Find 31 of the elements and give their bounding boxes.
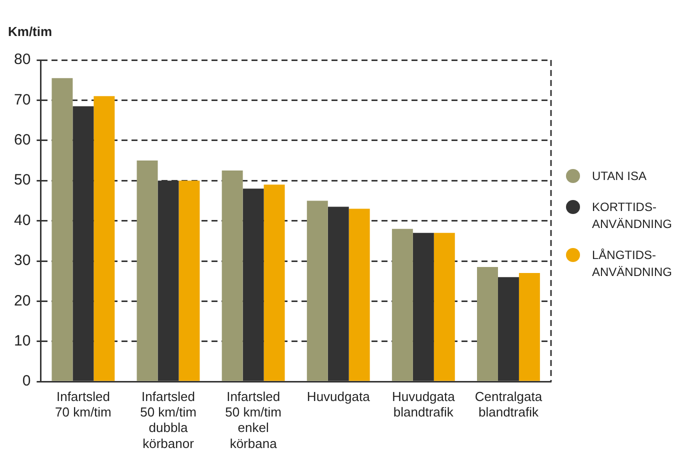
y-tick-label: 0 xyxy=(22,372,31,390)
bar xyxy=(518,273,540,381)
y-tick-label: 40 xyxy=(14,212,31,229)
y-tick-label: 80 xyxy=(14,51,31,68)
bar xyxy=(392,228,413,381)
bar xyxy=(348,208,370,381)
x-tick-label: Infartsled 70 km/tim xyxy=(55,388,112,420)
x-tick-label: Huvudgata xyxy=(306,388,371,404)
bar xyxy=(136,160,158,381)
bar xyxy=(94,96,115,381)
bar xyxy=(264,184,285,381)
legend-label: UTAN ISA xyxy=(592,168,648,185)
x-tick-label: Infartsled 50 km/tim enkel körbana xyxy=(225,388,282,451)
bar xyxy=(306,200,328,381)
y-tick-label: 50 xyxy=(14,172,31,189)
legend-label: KORTTIDS-ANVÄNDNING xyxy=(592,199,674,233)
y-axis-title: Km/tim xyxy=(8,24,52,39)
bar xyxy=(178,180,200,381)
bar xyxy=(434,232,455,381)
y-tick-label: 20 xyxy=(14,292,31,310)
bar xyxy=(222,170,243,381)
y-tick-label: 10 xyxy=(14,332,31,350)
x-tick-label: Centralgata blandtrafik xyxy=(474,388,543,420)
legend-label: LÅNGTIDS-ANVÄNDNING xyxy=(592,247,674,281)
y-tick-label: 70 xyxy=(14,91,31,108)
y-tick-label: 60 xyxy=(14,132,31,149)
y-tick-label: 30 xyxy=(14,252,31,270)
x-tick-label: Huvudgata blandtrafik xyxy=(392,388,456,420)
bar xyxy=(52,78,73,381)
x-tick-label: Infartsled 50 km/tim dubbla körbanor xyxy=(140,388,196,451)
bar xyxy=(477,267,498,381)
